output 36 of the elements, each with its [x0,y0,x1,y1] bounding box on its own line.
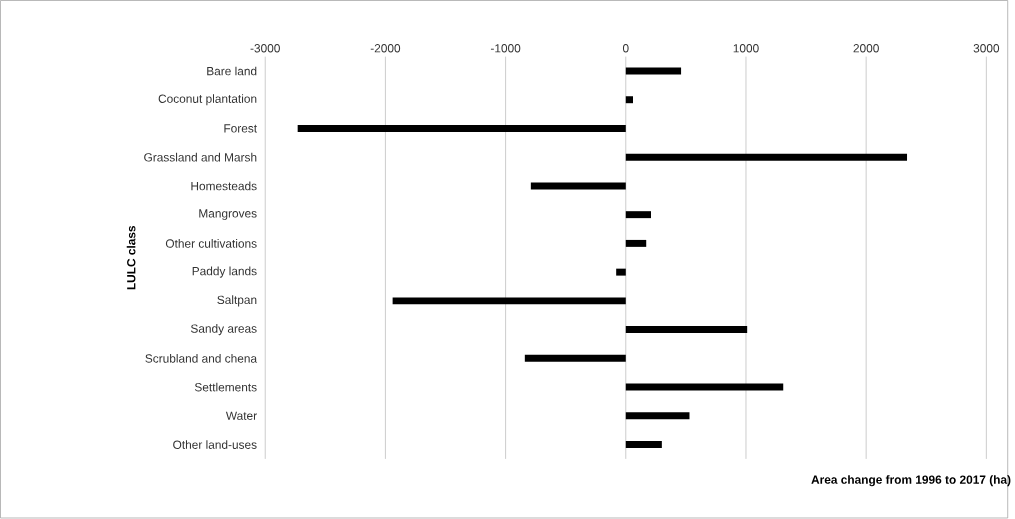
bar [625,383,784,391]
y-tick-label: Forest [224,124,257,133]
y-tick-label: Grassland and Marsh [144,153,257,162]
y-tick-label: Sandy areas [190,324,257,336]
x-axis-title: Area change from 1996 to 2017 (ha) [811,475,1011,487]
bar [625,96,633,104]
y-tick-label: Other cultivations [165,239,257,248]
bar [524,355,626,363]
y-tick-label: Settlements [194,382,257,392]
x-tick-label: 1000 [733,44,759,53]
y-tick-label: Paddy lands [192,266,257,278]
x-tick-label: -3000 [250,44,280,53]
y-tick-label: Saltpan [217,295,257,307]
x-tick-label: -1000 [490,44,521,53]
bar [297,125,626,133]
y-tick-label: Coconut plantation [158,94,257,106]
y-tick-label: Water [225,411,257,421]
y-tick-label: Mangroves [199,209,257,221]
y-axis-title: LULC class [126,226,136,290]
x-tick-label: -2000 [370,44,401,53]
x-tick-label: 0 [622,44,629,53]
bar [392,297,626,305]
bar [625,441,662,449]
y-tick-label: Homesteads [191,181,257,191]
y-tick-label: Bare land [207,66,257,76]
x-tick-label: 2000 [853,44,879,53]
bar [625,153,908,161]
bar [625,412,690,420]
bar [625,326,748,334]
bar [625,240,647,248]
x-tick-label: 3000 [973,44,1000,53]
y-tick-label: Scrubland and chena [145,354,258,363]
bar [530,182,626,190]
bar [625,211,652,219]
y-tick-label: Other land-uses [173,440,257,450]
bar [616,268,626,276]
